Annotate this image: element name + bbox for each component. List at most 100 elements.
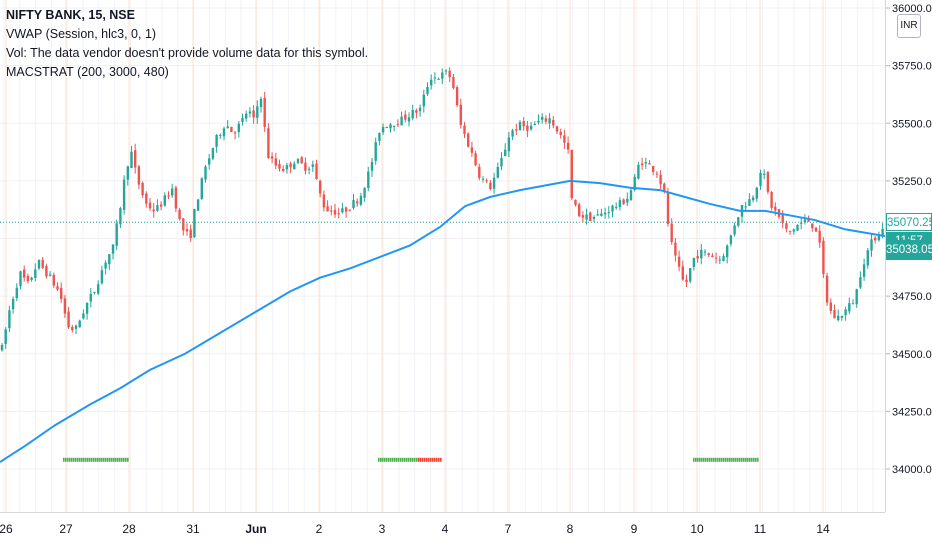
candle-body xyxy=(137,166,141,185)
candle xyxy=(182,217,185,236)
candle-body xyxy=(215,135,218,147)
candle-body xyxy=(159,204,163,207)
candle-body xyxy=(311,164,314,167)
signal-marker xyxy=(743,457,745,462)
candle xyxy=(800,217,803,230)
candle xyxy=(104,260,107,275)
currency-button[interactable]: INR xyxy=(897,14,921,38)
candle-body xyxy=(30,277,33,280)
candle xyxy=(171,183,174,198)
candle-body xyxy=(570,149,573,199)
candle-body xyxy=(433,77,437,79)
candle xyxy=(733,222,736,237)
candle xyxy=(407,112,411,127)
signal-marker xyxy=(408,457,410,462)
signal-marker xyxy=(693,457,695,462)
chart-plot-area[interactable]: NIFTY BANK, 15, NSE VWAP (Session, hlc3,… xyxy=(0,0,885,512)
signal-marker xyxy=(384,457,386,462)
candle xyxy=(381,123,385,135)
candle xyxy=(245,110,248,122)
signal-marker xyxy=(725,457,727,462)
grid xyxy=(0,0,885,512)
signal-marker xyxy=(394,457,396,462)
candle-body xyxy=(578,204,581,217)
candle xyxy=(282,165,285,173)
candle xyxy=(652,165,655,176)
signal-marker xyxy=(717,457,719,462)
candle xyxy=(344,206,348,218)
candle xyxy=(37,259,41,271)
candle xyxy=(862,258,866,281)
candle-body xyxy=(319,180,322,194)
volume-indicator-label[interactable]: Vol: The data vendor doesn't provide vol… xyxy=(6,46,369,60)
signal-marker xyxy=(404,457,406,462)
candle-body xyxy=(522,121,525,127)
candle-body xyxy=(185,229,189,232)
signal-marker xyxy=(107,457,109,462)
time-tick-label: 7 xyxy=(505,522,512,536)
candle-body xyxy=(148,202,152,209)
candle-body xyxy=(315,163,318,180)
signal-marker xyxy=(91,457,93,462)
candle xyxy=(285,162,289,174)
signal-marker xyxy=(410,457,412,462)
candle xyxy=(378,132,381,146)
vwap-indicator-label[interactable]: VWAP (Session, hlc3, 0, 1) xyxy=(6,27,157,41)
candle xyxy=(707,252,710,257)
candle-body xyxy=(548,118,551,124)
signal-marker xyxy=(115,457,117,462)
candle-body xyxy=(744,206,747,208)
candle-body xyxy=(189,229,192,239)
candle xyxy=(515,123,518,135)
candle-body xyxy=(252,110,255,118)
price-chart[interactable] xyxy=(0,0,885,512)
candle-body xyxy=(26,275,30,282)
candle xyxy=(670,218,673,245)
candle xyxy=(404,110,407,123)
candle xyxy=(744,201,747,212)
candle-body xyxy=(759,172,762,186)
candle-body xyxy=(233,132,237,134)
candle xyxy=(115,219,118,251)
symbol-title[interactable]: NIFTY BANK, 15, NSE xyxy=(6,8,135,22)
candle xyxy=(56,282,59,292)
time-axis[interactable]: 26 27 28 31 Jun 2 3 4 7 8 9 10 11 14 xyxy=(0,512,885,550)
candle xyxy=(448,67,451,83)
candle-body xyxy=(182,218,185,231)
candle-body xyxy=(241,117,244,122)
candle-body xyxy=(0,344,4,351)
candle-body xyxy=(452,77,455,89)
candle xyxy=(559,128,562,139)
candle-body xyxy=(526,125,529,131)
candle xyxy=(811,223,814,232)
candle-body xyxy=(119,208,122,225)
candle xyxy=(740,204,744,223)
candle-body xyxy=(537,120,540,123)
candle xyxy=(611,204,614,218)
candle xyxy=(485,178,488,184)
candle-body xyxy=(226,126,229,129)
macstrat-indicator-label[interactable]: MACSTRAT (200, 3000, 480) xyxy=(6,65,169,79)
signal-marker xyxy=(707,457,709,462)
candle xyxy=(119,206,122,228)
candle-body xyxy=(463,125,466,134)
candle xyxy=(848,297,851,315)
candle-body xyxy=(811,223,814,229)
signal-marker xyxy=(83,457,85,462)
candle-body xyxy=(145,193,148,204)
candle xyxy=(211,147,215,161)
candle xyxy=(48,271,52,277)
candle-body xyxy=(208,158,211,165)
candle xyxy=(196,198,200,211)
candle xyxy=(511,128,514,141)
time-tick-label: 28 xyxy=(122,522,136,536)
signal-marker xyxy=(121,457,123,462)
candle xyxy=(100,265,104,285)
signal-marker xyxy=(426,457,428,462)
candle-body xyxy=(470,147,474,153)
signal-marker xyxy=(749,457,751,462)
candle xyxy=(574,199,577,207)
candle xyxy=(130,145,133,169)
candle-body xyxy=(19,271,22,286)
candle xyxy=(315,159,318,180)
